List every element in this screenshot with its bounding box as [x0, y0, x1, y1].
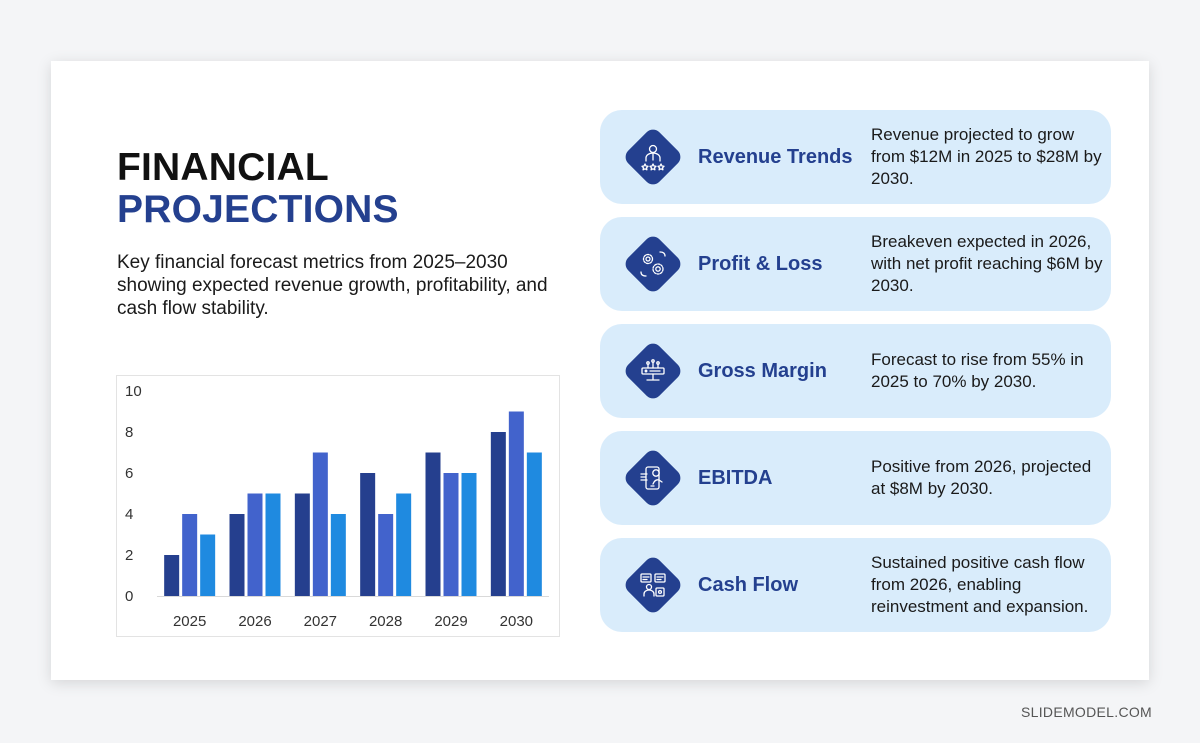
y-tick-label: 2 — [125, 547, 133, 564]
bar — [265, 493, 281, 596]
person-rating-icon — [620, 124, 686, 190]
title-line-1: FINANCIAL — [117, 146, 329, 189]
card-title: Revenue Trends — [698, 145, 853, 168]
bar — [490, 432, 506, 596]
x-tick-label: 2025 — [173, 613, 206, 630]
card-description: Forecast to rise from 55% in 2025 to 70%… — [871, 350, 1084, 391]
page-title: FINANCIAL PROJECTIONS — [117, 147, 399, 231]
y-tick-label: 10 — [125, 383, 142, 400]
bar — [360, 473, 376, 596]
card-gross-margin: Gross Margin Forecast to rise from 55% i… — [600, 324, 1111, 418]
bar — [247, 493, 263, 596]
y-tick-label: 4 — [125, 506, 133, 523]
bar-chart: 0 2 4 6 8 10 2025 2026 2027 2028 2029 2030 — [116, 375, 560, 637]
card-description: Revenue projected to grow from $12M in 2… — [871, 125, 1102, 188]
presentation-user-icon — [620, 552, 686, 618]
card-profit-loss: Profit & Loss Breakeven expected in 2026… — [600, 217, 1111, 311]
bar — [330, 514, 346, 596]
bar — [443, 473, 459, 596]
x-tick-label: 2026 — [238, 613, 271, 630]
x-tick-label: 2030 — [500, 613, 533, 630]
watermark: SLIDEMODEL.COM — [1021, 704, 1152, 720]
card-title: Gross Margin — [698, 359, 827, 382]
card-cash-flow: Cash Flow Sustained positive cash flow f… — [600, 538, 1111, 632]
bar — [182, 514, 198, 596]
bar — [508, 411, 524, 596]
bar — [425, 452, 441, 596]
bar — [461, 473, 477, 596]
card-description: Positive from 2026, projected at $8M by … — [871, 457, 1092, 498]
card-title: Cash Flow — [698, 573, 799, 596]
y-tick-label: 6 — [125, 465, 133, 482]
bar — [312, 452, 328, 596]
bar — [164, 555, 180, 596]
card-title: Profit & Loss — [698, 252, 823, 275]
title-line-2: PROJECTIONS — [117, 188, 399, 231]
mobile-finance-icon — [620, 445, 686, 511]
server-network-icon — [620, 338, 686, 404]
subtitle: Key financial forecast metrics from 2025… — [117, 252, 548, 319]
x-tick-label: 2028 — [369, 613, 402, 630]
x-tick-label: 2029 — [434, 613, 467, 630]
bar — [229, 514, 245, 596]
card-ebitda: EBITDA Positive from 2026, projected at … — [600, 431, 1111, 525]
bar-chart-svg: 0 2 4 6 8 10 2025 2026 2027 2028 2029 2030 — [125, 383, 549, 630]
x-tick-label: 2027 — [304, 613, 337, 630]
bar — [526, 452, 542, 596]
gears-icon — [620, 231, 686, 297]
bar — [200, 534, 216, 596]
bar — [294, 493, 310, 596]
y-tick-label: 8 — [125, 424, 133, 441]
card-description: Sustained positive cash flow from 2026, … — [871, 553, 1089, 616]
card-title: EBITDA — [698, 466, 773, 489]
y-tick-label: 0 — [125, 588, 133, 605]
card-description: Breakeven expected in 2026, with net pro… — [871, 232, 1103, 295]
slide: FINANCIAL PROJECTIONS Key financial fore… — [51, 61, 1149, 680]
bar — [378, 514, 394, 596]
bar — [396, 493, 412, 596]
card-revenue-trends: Revenue Trends Revenue projected to grow… — [600, 110, 1111, 204]
